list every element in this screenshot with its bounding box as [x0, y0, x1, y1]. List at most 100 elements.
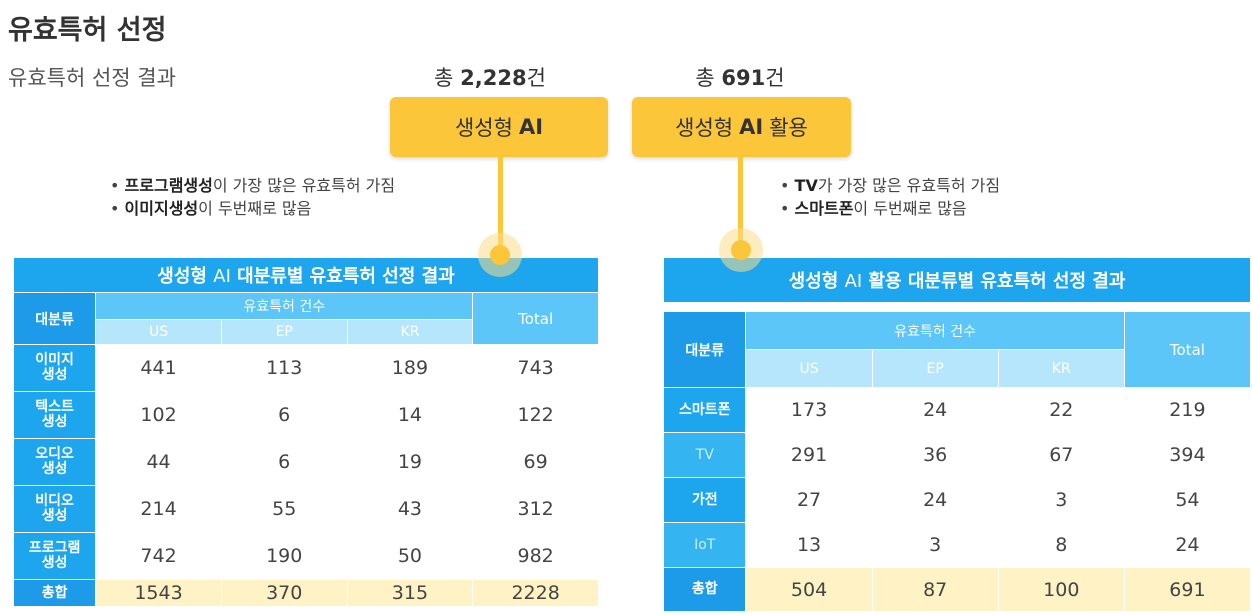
cell-value: 743: [473, 345, 598, 391]
bullets: • TV가 가장 많은 유효특허 가짐• 스마트폰이 두번째로 많음: [780, 174, 1000, 220]
count-header: 유효특허 건수: [746, 312, 1123, 349]
sum-row: 총합15433703152228: [14, 580, 598, 606]
cell-value: 24: [1125, 523, 1250, 567]
cell-value: 173: [746, 388, 871, 432]
cell-value: 43: [348, 486, 473, 532]
header-row: 대분류유효특허 건수Total: [14, 293, 598, 319]
row-label: 이미지 생성: [14, 345, 95, 391]
cell-value: 44: [96, 439, 221, 485]
cell-value: 50: [348, 533, 473, 579]
data-row: IoT133824: [664, 523, 1250, 567]
cell-value: 100: [999, 568, 1124, 611]
row-label: 총합: [14, 580, 95, 606]
title-row: 생성형 AI 활용 대분류별 유효특허 선정 결과: [664, 258, 1250, 302]
bullet-bold: 이미지생성: [125, 199, 199, 218]
cell-value: 19: [348, 439, 473, 485]
category-label: 생성형AI: [390, 97, 608, 157]
bullets: • 프로그램생성이 가장 많은 유효특허 가짐• 이미지생성이 두번째로 많음: [110, 174, 395, 220]
row-label: 총합: [664, 568, 745, 611]
total-header: Total: [1125, 312, 1250, 387]
connector: [498, 157, 503, 252]
category-header: 대분류: [664, 312, 745, 387]
cell-value: 24: [873, 478, 998, 522]
total-prefix: 총: [695, 66, 714, 90]
column-header: US: [746, 350, 871, 387]
cell-value: 22: [999, 388, 1124, 432]
label-rest: 활용: [769, 112, 808, 142]
cell-value: 87: [873, 568, 998, 611]
result-table: 생성형 AI 대분류별 유효특허 선정 결과대분류유효특허 건수TotalUSE…: [13, 257, 599, 607]
label-bold: AI: [519, 115, 543, 139]
cell-value: 36: [873, 433, 998, 477]
column-header: KR: [999, 350, 1124, 387]
cell-value: 1543: [96, 580, 221, 606]
bullet-text: 이 두번째로 많음: [853, 199, 966, 218]
data-row: 이미지 생성441113189743: [14, 345, 598, 391]
cell-value: 14: [348, 392, 473, 438]
cell-value: 504: [746, 568, 871, 611]
cell-value: 54: [1125, 478, 1250, 522]
data-row: 스마트폰1732422219: [664, 388, 1250, 432]
cell-value: 6: [222, 392, 347, 438]
cell-value: 441: [96, 345, 221, 391]
cell-value: 219: [1125, 388, 1250, 432]
title-pre: 생성형: [789, 271, 839, 292]
cell-value: 113: [222, 345, 347, 391]
cell-value: 122: [473, 392, 598, 438]
connector: [738, 157, 743, 247]
row-label: TV: [664, 433, 745, 477]
category-header: 대분류: [14, 293, 95, 344]
cell-value: 13: [746, 523, 871, 567]
table-title: 생성형 AI 활용 대분류별 유효특허 선정 결과: [664, 258, 1250, 302]
sum-row: 총합50487100691: [664, 568, 1250, 611]
row-label: 오디오 생성: [14, 439, 95, 485]
label-bold: AI: [739, 115, 763, 139]
bullet-bold: 스마트폰: [795, 199, 854, 218]
column-header: US: [96, 320, 221, 344]
cell-value: 214: [96, 486, 221, 532]
row-label: 프로그램 생성: [14, 533, 95, 579]
total-prefix: 총: [434, 66, 453, 90]
title-light: AI: [845, 271, 863, 292]
connector-dot: [490, 245, 510, 265]
column-header: EP: [222, 320, 347, 344]
row-label: IoT: [664, 523, 745, 567]
title-row: 생성형 AI 대분류별 유효특허 선정 결과: [14, 258, 598, 292]
data-row: TV2913667394: [664, 433, 1250, 477]
data-row: 가전2724354: [664, 478, 1250, 522]
row-label: 비디오 생성: [14, 486, 95, 532]
total-count: 총 2,228건: [380, 62, 600, 92]
column-header: EP: [873, 350, 998, 387]
data-row: 비디오 생성2145543312: [14, 486, 598, 532]
cell-value: 102: [96, 392, 221, 438]
category-label: 생성형AI활용: [632, 97, 851, 157]
title-pre: 생성형: [157, 266, 207, 287]
cell-value: 370: [222, 580, 347, 606]
total-value: 691: [721, 66, 765, 90]
cell-value: 189: [348, 345, 473, 391]
total-suffix: 건: [765, 66, 784, 90]
result-table: 생성형 AI 활용 대분류별 유효특허 선정 결과대분류유효특허 건수Total…: [663, 257, 1251, 612]
row-label: 가전: [664, 478, 745, 522]
bullet: • 스마트폰이 두번째로 많음: [780, 197, 1000, 220]
total-count: 총 691건: [630, 62, 850, 92]
cell-value: 3: [999, 478, 1124, 522]
row-label: 스마트폰: [664, 388, 745, 432]
data-row: 오디오 생성4461969: [14, 439, 598, 485]
cell-value: 190: [222, 533, 347, 579]
bullet-bold: 프로그램생성: [125, 176, 213, 195]
page-title: 유효특허 선정: [8, 8, 166, 47]
cell-value: 742: [96, 533, 221, 579]
count-header: 유효특허 건수: [96, 293, 472, 319]
cell-value: 394: [1125, 433, 1250, 477]
title-post: 대분류별 유효특허 선정 결과: [237, 266, 455, 287]
cell-value: 55: [222, 486, 347, 532]
bullet-text: 이 두번째로 많음: [198, 199, 311, 218]
table-title: 생성형 AI 대분류별 유효특허 선정 결과: [14, 258, 598, 292]
label-main: 생성형: [455, 112, 513, 142]
cell-value: 6: [222, 439, 347, 485]
spacer: [664, 303, 1250, 311]
row-label: 텍스트 생성: [14, 392, 95, 438]
data-row: 프로그램 생성74219050982: [14, 533, 598, 579]
bullet: • 프로그램생성이 가장 많은 유효특허 가짐: [110, 174, 395, 197]
